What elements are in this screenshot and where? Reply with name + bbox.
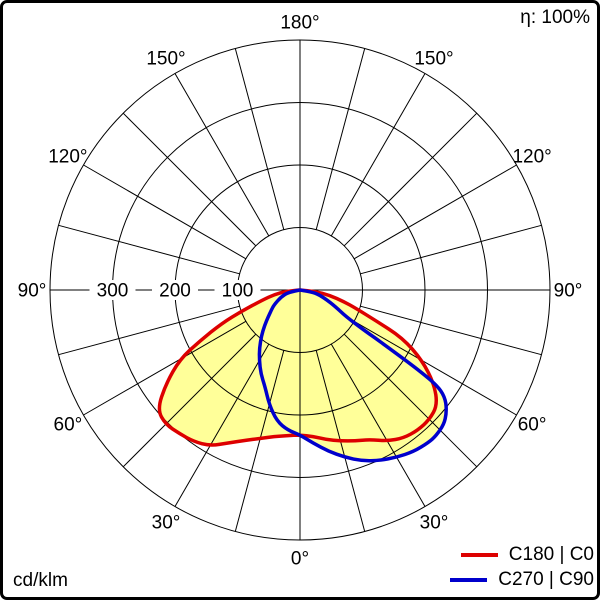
- grid-spoke-120: [353, 164, 517, 260]
- grid-spoke-255: [58, 224, 240, 275]
- grid-spoke-30: [330, 343, 426, 507]
- angle-label-left-120°: 120°: [48, 147, 87, 168]
- grid-spoke-75: [360, 305, 542, 356]
- grid-spoke-315: [122, 333, 257, 468]
- radial-axis-label-100: 100: [222, 281, 254, 302]
- efficiency-label: η: 100%: [520, 7, 590, 28]
- radial-label-mask-300: [89, 280, 136, 300]
- series-curve-C270-C90: [257, 288, 448, 463]
- angle-label-30°: 30°: [420, 513, 449, 534]
- grid-spoke-60: [353, 320, 517, 416]
- angle-label-180°: 180°: [280, 13, 319, 34]
- grid-spoke-300: [83, 320, 247, 416]
- grid-spoke-105: [360, 224, 542, 275]
- legend-item-c180-c0: C180 | C0: [460, 544, 594, 566]
- angle-label-left-150°: 150°: [146, 48, 185, 69]
- unit-label: cd/klm: [13, 570, 68, 591]
- angle-label-60°: 60°: [518, 415, 547, 436]
- radial-label-mask-100: [214, 280, 261, 300]
- series-fill-1: [259, 290, 447, 461]
- angle-label-left-30°: 30°: [152, 513, 181, 534]
- grid-spoke-285: [58, 305, 240, 356]
- angle-label-left-60°: 60°: [54, 415, 83, 436]
- legend-label: C270 | C90: [498, 569, 594, 590]
- grid-spoke-345: [234, 350, 285, 532]
- legend-swatch-red-line: [460, 553, 498, 557]
- angle-label-90°: 90°: [554, 281, 583, 302]
- radial-label-mask-200: [152, 280, 198, 300]
- legend: C180 | C0 C270 | C90: [450, 544, 594, 591]
- radial-axis-label-300: 300: [97, 281, 129, 302]
- angle-label-left-90°: 90°: [18, 281, 47, 302]
- angle-label-120°: 120°: [512, 147, 551, 168]
- legend-label: C180 | C0: [508, 544, 594, 565]
- legend-swatch-blue-line: [450, 578, 488, 582]
- grid-spoke-45: [343, 333, 478, 468]
- radial-axis-label-200: 200: [159, 281, 191, 302]
- angle-label-150°: 150°: [414, 48, 453, 69]
- grid-spoke-225: [122, 112, 257, 247]
- grid-spoke-240: [83, 164, 247, 260]
- grid-spoke-135: [343, 112, 478, 247]
- angle-label-0°: 0°: [291, 549, 309, 570]
- grid-spoke-150: [330, 73, 426, 237]
- grid-spoke-195: [234, 48, 285, 230]
- grid-spoke-165: [315, 48, 366, 230]
- grid-spoke-330: [174, 343, 270, 507]
- grid-spoke-210: [174, 73, 270, 237]
- legend-item-c270-c90: C270 | C90: [450, 569, 594, 591]
